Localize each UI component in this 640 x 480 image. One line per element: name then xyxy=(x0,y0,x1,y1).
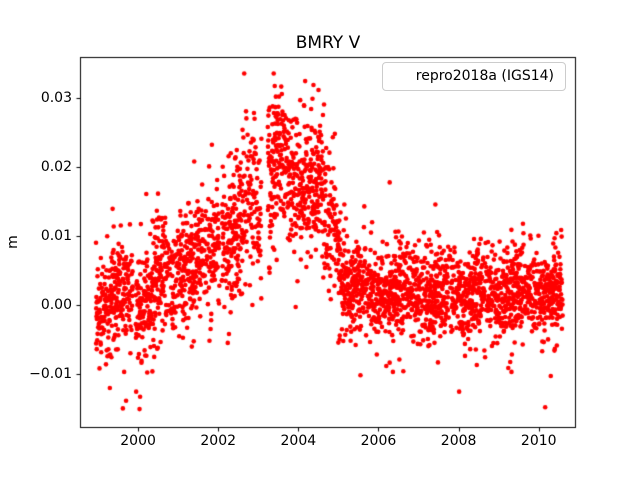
x-tick-label: 2002 xyxy=(200,433,237,449)
legend-label: repro2018a (IGS14) xyxy=(415,68,554,84)
x-tick-label: 2010 xyxy=(520,433,557,449)
x-tick-label: 2000 xyxy=(120,433,156,449)
legend: repro2018a (IGS14) xyxy=(381,62,566,91)
legend-marker-dot xyxy=(396,74,402,80)
y-tick-label: −0.01 xyxy=(29,365,72,382)
y-axis-label: m xyxy=(4,235,21,249)
x-tick-label: 2006 xyxy=(360,433,397,449)
y-tick-label: 0.00 xyxy=(40,297,72,314)
chart-title: BMRY V xyxy=(295,33,361,53)
y-tick-label: 0.03 xyxy=(40,90,72,107)
y-tick-label: 0.02 xyxy=(40,159,72,176)
x-tick-label: 2008 xyxy=(440,433,477,449)
x-tick-label: 2004 xyxy=(280,433,317,449)
y-tick-label: 0.01 xyxy=(40,228,72,245)
